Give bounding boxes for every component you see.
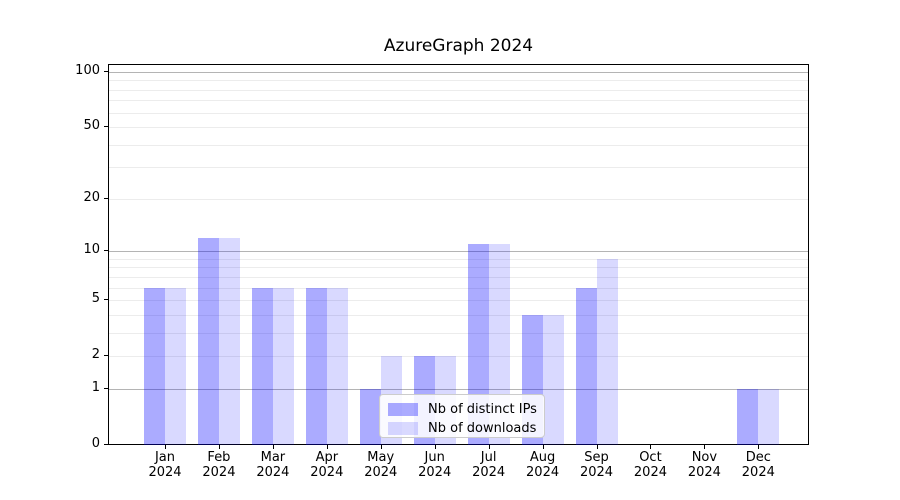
x-tick-label-may: May 2024 xyxy=(364,450,398,480)
x-tick-oct xyxy=(650,445,652,449)
y-tick-50 xyxy=(104,126,108,128)
x-tick-label-nov: Nov 2024 xyxy=(687,450,721,480)
gridline-major-100 xyxy=(109,71,808,73)
gridline-minor-5 xyxy=(109,300,808,302)
gridline-minor-50 xyxy=(109,127,808,129)
gridline-minor-20 xyxy=(109,198,808,200)
gridline-minor-90 xyxy=(109,80,808,82)
x-tick-may xyxy=(380,445,382,449)
y-tick-label-50: 50 xyxy=(83,118,100,134)
gridline-major-1 xyxy=(109,388,808,390)
y-tick-100 xyxy=(104,70,108,72)
bar-distinct-ips-apr xyxy=(305,287,327,445)
legend-item-distinct-ips: Nb of distinct IPs xyxy=(388,400,537,418)
x-tick-jun xyxy=(434,445,436,449)
y-tick-label-10: 10 xyxy=(83,242,100,258)
y-tick-label-1: 1 xyxy=(91,379,100,395)
y-tick-label-20: 20 xyxy=(83,189,100,205)
x-tick-label-mar: Mar 2024 xyxy=(256,450,290,480)
x-tick-sep xyxy=(596,445,598,449)
x-tick-label-sep: Sep 2024 xyxy=(579,450,614,480)
y-tick-label-0: 0 xyxy=(91,436,100,451)
bar-downloads-mar xyxy=(272,287,294,445)
bar-downloads-dec xyxy=(758,388,780,445)
y-tick-1 xyxy=(104,387,108,389)
x-tick-label-feb: Feb 2024 xyxy=(202,450,236,480)
bar-distinct-ips-sep xyxy=(575,287,597,445)
x-tick-label-jan: Jan 2024 xyxy=(148,450,182,480)
legend-swatch-downloads xyxy=(388,421,418,435)
bar-distinct-ips-feb xyxy=(197,237,219,445)
y-tick-label-100: 100 xyxy=(75,62,100,78)
x-tick-feb xyxy=(218,445,220,449)
gridline-minor-6 xyxy=(109,287,808,289)
legend-label-distinct-ips: Nb of distinct IPs xyxy=(428,401,537,417)
gridline-major-10 xyxy=(109,251,808,253)
y-tick-label-5: 5 xyxy=(91,291,100,307)
x-tick-label-jun: Jun 2024 xyxy=(418,450,452,480)
x-tick-aug xyxy=(542,445,544,449)
gridline-minor-4 xyxy=(109,314,808,316)
plot-area: Nb of distinct IPs Nb of downloads xyxy=(108,64,809,445)
bar-distinct-ips-may xyxy=(359,388,381,445)
legend-item-downloads: Nb of downloads xyxy=(388,419,536,437)
bar-distinct-ips-mar xyxy=(251,287,273,445)
y-tick-label-2: 2 xyxy=(91,347,100,363)
x-tick-dec xyxy=(758,445,760,449)
bar-downloads-feb xyxy=(218,237,240,445)
x-tick-nov xyxy=(704,445,706,449)
x-tick-label-aug: Aug 2024 xyxy=(526,450,560,480)
x-tick-label-apr: Apr 2024 xyxy=(310,450,344,480)
chart-title: AzureGraph 2024 xyxy=(383,36,534,56)
gridline-minor-60 xyxy=(109,112,808,114)
gridline-minor-30 xyxy=(109,167,808,169)
bar-distinct-ips-jan xyxy=(144,287,165,445)
x-tick-jul xyxy=(488,445,490,449)
y-tick-2 xyxy=(104,355,108,357)
bar-downloads-jan xyxy=(165,287,186,445)
gridline-minor-8 xyxy=(109,267,808,269)
x-tick-label-jul: Jul 2024 xyxy=(472,450,506,480)
bar-downloads-apr xyxy=(326,287,348,445)
gridline-minor-3 xyxy=(109,332,808,334)
x-tick-jan xyxy=(165,445,166,449)
legend-label-downloads: Nb of downloads xyxy=(428,420,537,436)
y-tick-0 xyxy=(104,444,108,445)
bar-downloads-sep xyxy=(596,258,618,445)
gridline-minor-2 xyxy=(109,356,808,358)
x-tick-label-oct: Oct 2024 xyxy=(633,450,667,480)
gridline-minor-80 xyxy=(109,89,808,91)
x-tick-mar xyxy=(272,445,274,449)
x-tick-label-dec: Dec 2024 xyxy=(741,450,775,480)
legend-swatch-distinct-ips xyxy=(388,402,418,416)
y-tick-5 xyxy=(104,299,108,301)
gridline-minor-40 xyxy=(109,144,808,146)
bar-distinct-ips-dec xyxy=(737,388,759,445)
gridline-minor-9 xyxy=(109,258,808,260)
gridline-minor-70 xyxy=(109,100,808,102)
y-tick-20 xyxy=(104,197,108,199)
legend: Nb of distinct IPs Nb of downloads xyxy=(379,394,545,438)
x-tick-apr xyxy=(326,445,328,449)
gridline-minor-7 xyxy=(109,276,808,278)
y-tick-10 xyxy=(104,250,108,252)
bar-downloads-aug xyxy=(542,314,564,445)
